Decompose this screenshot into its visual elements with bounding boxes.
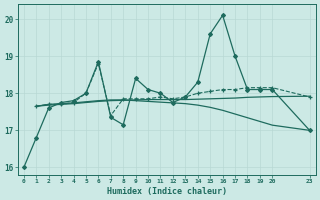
X-axis label: Humidex (Indice chaleur): Humidex (Indice chaleur): [107, 187, 227, 196]
